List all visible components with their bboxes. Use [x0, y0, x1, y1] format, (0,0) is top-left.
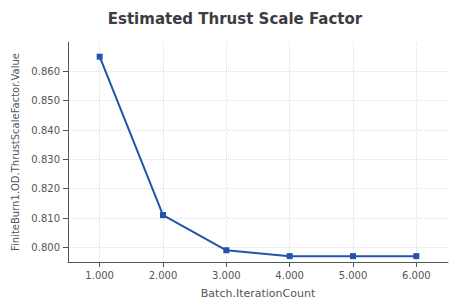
svg-text:0.860: 0.860 [31, 66, 60, 77]
svg-text:0.820: 0.820 [31, 183, 60, 194]
svg-text:3.000: 3.000 [212, 270, 241, 281]
svg-text:0.810: 0.810 [31, 213, 60, 224]
svg-text:5.000: 5.000 [339, 270, 368, 281]
svg-text:Batch.IterationCount: Batch.IterationCount [201, 287, 316, 300]
svg-text:0.840: 0.840 [31, 125, 60, 136]
svg-text:4.000: 4.000 [275, 270, 304, 281]
svg-text:2.000: 2.000 [149, 270, 178, 281]
svg-text:Estimated Thrust Scale Factor: Estimated Thrust Scale Factor [108, 10, 363, 28]
svg-text:0.800: 0.800 [31, 242, 60, 253]
svg-text:0.830: 0.830 [31, 154, 60, 165]
svg-text:1.000: 1.000 [85, 270, 114, 281]
svg-text:6.000: 6.000 [402, 270, 431, 281]
svg-text:0.850: 0.850 [31, 95, 60, 106]
svg-text:FiniteBurn1.OD.ThrustScaleFact: FiniteBurn1.OD.ThrustScaleFactor.Value [10, 53, 21, 251]
